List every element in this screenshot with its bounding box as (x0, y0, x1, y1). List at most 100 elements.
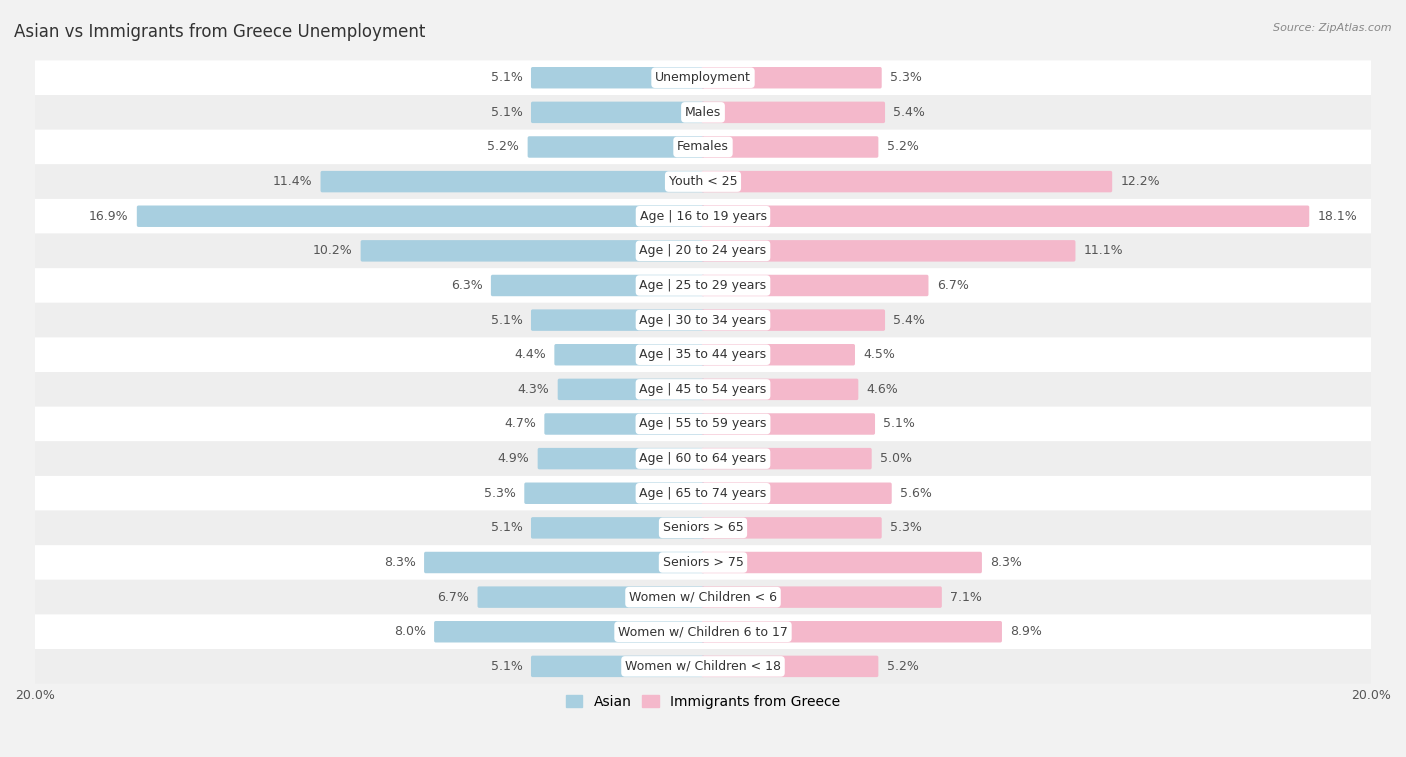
Text: 4.9%: 4.9% (498, 452, 529, 465)
Text: 12.2%: 12.2% (1121, 175, 1160, 188)
Text: 8.3%: 8.3% (384, 556, 416, 569)
Text: Age | 55 to 59 years: Age | 55 to 59 years (640, 418, 766, 431)
FancyBboxPatch shape (360, 240, 704, 262)
Text: 7.1%: 7.1% (950, 590, 981, 603)
FancyBboxPatch shape (702, 344, 855, 366)
Text: 5.2%: 5.2% (887, 660, 918, 673)
FancyBboxPatch shape (702, 621, 1002, 643)
FancyBboxPatch shape (35, 476, 1371, 510)
FancyBboxPatch shape (35, 580, 1371, 615)
FancyBboxPatch shape (558, 378, 704, 400)
Text: 5.3%: 5.3% (890, 71, 922, 84)
Text: 5.1%: 5.1% (491, 71, 523, 84)
FancyBboxPatch shape (35, 545, 1371, 580)
Legend: Asian, Immigrants from Greece: Asian, Immigrants from Greece (560, 689, 846, 714)
FancyBboxPatch shape (35, 510, 1371, 545)
Text: Women w/ Children < 6: Women w/ Children < 6 (628, 590, 778, 603)
FancyBboxPatch shape (702, 587, 942, 608)
FancyBboxPatch shape (35, 615, 1371, 649)
FancyBboxPatch shape (554, 344, 704, 366)
Text: Youth < 25: Youth < 25 (669, 175, 737, 188)
Text: 5.3%: 5.3% (484, 487, 516, 500)
Text: Women w/ Children < 18: Women w/ Children < 18 (626, 660, 780, 673)
Text: Seniors > 75: Seniors > 75 (662, 556, 744, 569)
FancyBboxPatch shape (35, 61, 1371, 95)
Text: 16.9%: 16.9% (89, 210, 128, 223)
FancyBboxPatch shape (35, 199, 1371, 234)
FancyBboxPatch shape (537, 448, 704, 469)
FancyBboxPatch shape (527, 136, 704, 157)
FancyBboxPatch shape (136, 205, 704, 227)
FancyBboxPatch shape (531, 101, 704, 123)
FancyBboxPatch shape (702, 275, 928, 296)
FancyBboxPatch shape (434, 621, 704, 643)
FancyBboxPatch shape (702, 171, 1112, 192)
FancyBboxPatch shape (531, 310, 704, 331)
Text: 6.7%: 6.7% (936, 279, 969, 292)
FancyBboxPatch shape (35, 95, 1371, 129)
Text: Age | 20 to 24 years: Age | 20 to 24 years (640, 245, 766, 257)
FancyBboxPatch shape (35, 338, 1371, 372)
Text: Age | 45 to 54 years: Age | 45 to 54 years (640, 383, 766, 396)
Text: 4.5%: 4.5% (863, 348, 896, 361)
Text: 5.1%: 5.1% (491, 106, 523, 119)
FancyBboxPatch shape (35, 268, 1371, 303)
Text: 8.0%: 8.0% (394, 625, 426, 638)
FancyBboxPatch shape (491, 275, 704, 296)
FancyBboxPatch shape (702, 101, 884, 123)
FancyBboxPatch shape (35, 441, 1371, 476)
FancyBboxPatch shape (702, 552, 981, 573)
Text: 4.6%: 4.6% (866, 383, 898, 396)
Text: 8.9%: 8.9% (1011, 625, 1042, 638)
Text: Age | 30 to 34 years: Age | 30 to 34 years (640, 313, 766, 326)
FancyBboxPatch shape (425, 552, 704, 573)
FancyBboxPatch shape (531, 656, 704, 677)
FancyBboxPatch shape (702, 310, 884, 331)
Text: 5.3%: 5.3% (890, 522, 922, 534)
Text: 6.3%: 6.3% (451, 279, 482, 292)
FancyBboxPatch shape (531, 517, 704, 539)
FancyBboxPatch shape (35, 129, 1371, 164)
Text: Age | 25 to 29 years: Age | 25 to 29 years (640, 279, 766, 292)
FancyBboxPatch shape (35, 234, 1371, 268)
FancyBboxPatch shape (702, 656, 879, 677)
FancyBboxPatch shape (478, 587, 704, 608)
Text: Age | 35 to 44 years: Age | 35 to 44 years (640, 348, 766, 361)
Text: 10.2%: 10.2% (312, 245, 353, 257)
Text: 5.0%: 5.0% (880, 452, 912, 465)
Text: 11.4%: 11.4% (273, 175, 312, 188)
Text: Unemployment: Unemployment (655, 71, 751, 84)
Text: Seniors > 65: Seniors > 65 (662, 522, 744, 534)
Text: Males: Males (685, 106, 721, 119)
Text: 4.3%: 4.3% (517, 383, 550, 396)
FancyBboxPatch shape (531, 67, 704, 89)
Text: Asian vs Immigrants from Greece Unemployment: Asian vs Immigrants from Greece Unemploy… (14, 23, 426, 41)
Text: 5.4%: 5.4% (893, 313, 925, 326)
Text: 5.1%: 5.1% (883, 418, 915, 431)
Text: 6.7%: 6.7% (437, 590, 470, 603)
FancyBboxPatch shape (524, 482, 704, 504)
Text: 5.1%: 5.1% (491, 522, 523, 534)
FancyBboxPatch shape (702, 136, 879, 157)
FancyBboxPatch shape (702, 378, 858, 400)
Text: 5.4%: 5.4% (893, 106, 925, 119)
FancyBboxPatch shape (35, 407, 1371, 441)
Text: Age | 60 to 64 years: Age | 60 to 64 years (640, 452, 766, 465)
FancyBboxPatch shape (35, 649, 1371, 684)
Text: Source: ZipAtlas.com: Source: ZipAtlas.com (1274, 23, 1392, 33)
FancyBboxPatch shape (544, 413, 704, 435)
FancyBboxPatch shape (702, 517, 882, 539)
FancyBboxPatch shape (35, 303, 1371, 338)
FancyBboxPatch shape (702, 67, 882, 89)
Text: 5.1%: 5.1% (491, 660, 523, 673)
FancyBboxPatch shape (35, 372, 1371, 407)
Text: 4.4%: 4.4% (515, 348, 546, 361)
FancyBboxPatch shape (702, 205, 1309, 227)
Text: 5.2%: 5.2% (887, 141, 918, 154)
FancyBboxPatch shape (702, 240, 1076, 262)
FancyBboxPatch shape (321, 171, 704, 192)
Text: Age | 16 to 19 years: Age | 16 to 19 years (640, 210, 766, 223)
FancyBboxPatch shape (702, 448, 872, 469)
FancyBboxPatch shape (702, 482, 891, 504)
Text: 18.1%: 18.1% (1317, 210, 1357, 223)
